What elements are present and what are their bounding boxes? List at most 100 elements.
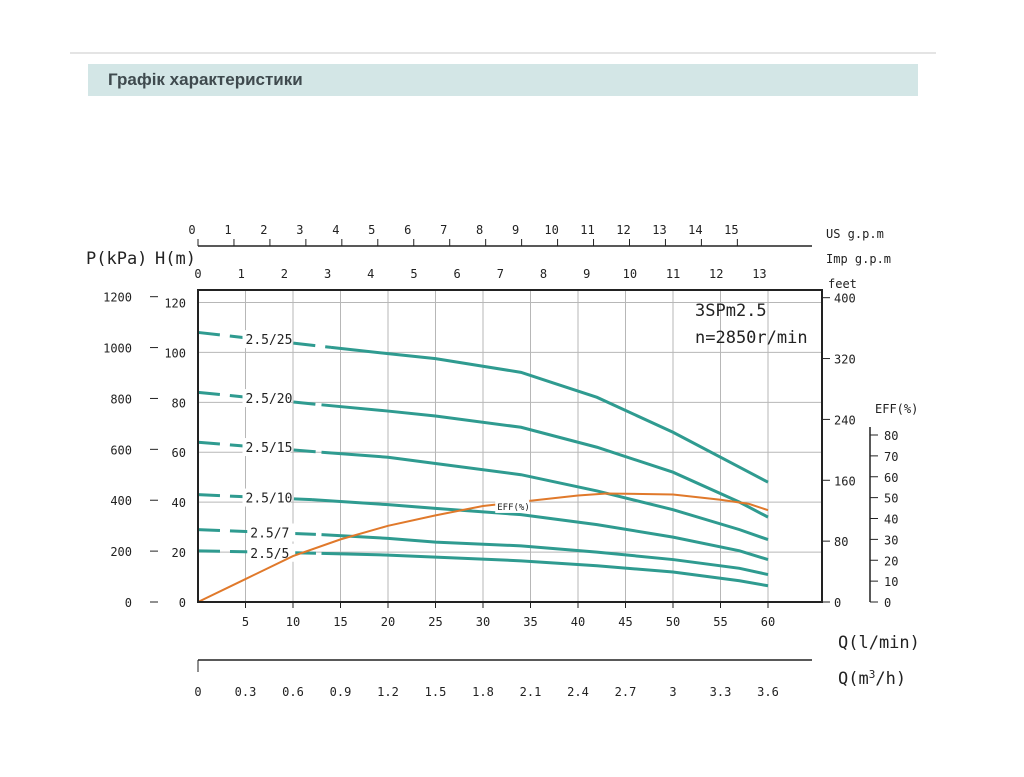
impgpm-tick-label: 8	[540, 267, 547, 281]
flow-lmin-axis-title: Q(l/min)	[838, 633, 920, 653]
pressure-axis-title: P(kPa)	[86, 249, 147, 269]
x-tick-label-lmin: 45	[618, 615, 632, 629]
usgpm-tick-label: 8	[476, 223, 483, 237]
eff-tick-label: 50	[884, 492, 898, 506]
x-tick-label-lmin: 10	[286, 615, 300, 629]
m3h-tick-label: 0.6	[282, 685, 304, 699]
head-tick-label: 60	[172, 446, 186, 460]
m3h-tick-label: 2.4	[567, 685, 589, 699]
head-tick-label: 20	[172, 546, 186, 560]
feet-tick-label: 0	[834, 596, 841, 610]
head-tick-label: 0	[179, 596, 186, 610]
pump-curve-dashed	[197, 528, 322, 537]
section-header: Графік характеристики	[88, 64, 918, 96]
impgpm-tick-label: 12	[709, 267, 723, 281]
m3h-tick-label: 1.8	[472, 685, 494, 699]
eff-tick-label: 20	[884, 554, 898, 568]
pump-curve-label-bg	[247, 523, 296, 542]
m3h-tick-label: 3.6	[757, 685, 779, 699]
pump-curve-label: 2.5/20	[246, 392, 293, 407]
pump-curve-label: 2.5/15	[246, 441, 293, 456]
usgpm-tick-label: 13	[652, 223, 666, 237]
pump-curve-dashed	[197, 440, 322, 454]
axes: 5 10 15 20 25 30 35 40 45 50 55 6002040608010012002…	[103, 223, 898, 699]
eff-tick-label: 60	[884, 471, 898, 485]
usgpm-tick-label: 12	[616, 223, 630, 237]
pump-curve-dashed	[197, 493, 313, 502]
x-tick-label-lmin: 20	[381, 615, 395, 629]
m3h-tick-label: 3.3	[710, 685, 732, 699]
usgpm-tick-label: 4	[332, 223, 339, 237]
usgpm-tick-label: 6	[404, 223, 411, 237]
x-tick-label-lmin: 55	[713, 615, 727, 629]
flow-m3h-axis-title: Q(m3/h)	[838, 668, 906, 690]
pump-curve-label-bg	[242, 438, 291, 457]
x-tick-label-lmin: 15	[333, 615, 347, 629]
m3h-tick-label: 3	[669, 685, 676, 699]
m3h-tick-label: 1.5	[425, 685, 447, 699]
m3h-tick-label: 0.3	[235, 685, 257, 699]
pump-curve	[321, 403, 769, 519]
impgpm-tick-label: 1	[238, 267, 245, 281]
impgpm-tick-label: 5	[410, 267, 417, 281]
usgpm-axis-title: US g.p.m	[826, 227, 884, 241]
usgpm-tick-label: 14	[688, 223, 702, 237]
usgpm-tick-label: 15	[724, 223, 738, 237]
m3h-tick-label: 0	[194, 685, 201, 699]
pump-curve	[330, 345, 769, 484]
pressure-tick-label: 0	[125, 596, 132, 610]
m3h-tick-label: 0.9	[330, 685, 352, 699]
pump-curve	[321, 533, 769, 577]
feet-tick-label: 240	[834, 413, 856, 427]
impgpm-tick-label: 10	[623, 267, 637, 281]
pump-curve	[321, 450, 769, 542]
usgpm-tick-label: 10	[544, 223, 558, 237]
pressure-tick-label: 1000	[103, 342, 132, 356]
x-tick-label-lmin: 30	[476, 615, 490, 629]
impgpm-tick-label: 7	[497, 267, 504, 281]
efficiency-curve-label: EFF(%)	[497, 503, 530, 513]
section-title: Графік характеристики	[108, 70, 303, 89]
usgpm-tick-label: 9	[512, 223, 519, 237]
model-label: 3SPm2.5	[695, 301, 767, 321]
feet-tick-label: 80	[834, 535, 848, 549]
pump-curve-label-bg	[242, 389, 291, 408]
efficiency-label-bg	[495, 499, 530, 513]
usgpm-tick-label: 5	[368, 223, 375, 237]
pump-curve-label-bg	[242, 488, 291, 507]
top-divider	[70, 52, 936, 54]
impgpm-tick-label: 13	[752, 267, 766, 281]
head-tick-label: 40	[172, 496, 186, 510]
head-tick-label: 100	[164, 346, 186, 360]
eff-tick-label: 80	[884, 429, 898, 443]
feet-tick-label: 400	[834, 292, 856, 306]
m3h-tick-label: 2.7	[615, 685, 637, 699]
impgpm-tick-label: 0	[194, 267, 201, 281]
impgpm-tick-label: 2	[281, 267, 288, 281]
impgpm-tick-label: 9	[583, 267, 590, 281]
x-tick-label-lmin: 35	[523, 615, 537, 629]
pump-curve	[311, 498, 769, 562]
impgpm-tick-label: 6	[454, 267, 461, 281]
eff-tick-label: 10	[884, 575, 898, 589]
pump-curve-label-bg	[247, 543, 296, 562]
pump-curve	[321, 551, 769, 588]
feet-axis-title: feet	[828, 277, 857, 291]
head-tick-label: 120	[164, 296, 186, 310]
pressure-tick-label: 600	[110, 443, 132, 457]
curves: 2.5/25 2.5/20 2.5/15 2.5/10 2.5/7 2.5/5 EFF(%)	[197, 330, 769, 603]
usgpm-tick-label: 7	[440, 223, 447, 237]
impgpm-tick-label: 11	[666, 267, 680, 281]
m3h-tick-label: 2.1	[520, 685, 542, 699]
pump-curve-label: 2.5/5	[250, 547, 289, 562]
usgpm-tick-label: 2	[260, 223, 267, 237]
usgpm-tick-label: 0	[188, 223, 195, 237]
m3h-tick-label: 1.2	[377, 685, 399, 699]
pump-curve-label: 2.5/7	[250, 527, 289, 542]
pump-curve-label: 2.5/25	[246, 333, 293, 348]
x-tick-label-lmin: 5	[242, 615, 249, 629]
feet-tick-label: 160	[834, 474, 856, 488]
x-tick-label-lmin: 25	[428, 615, 442, 629]
x-tick-label-lmin: 40	[571, 615, 585, 629]
x-tick-label-lmin: 60	[761, 615, 775, 629]
